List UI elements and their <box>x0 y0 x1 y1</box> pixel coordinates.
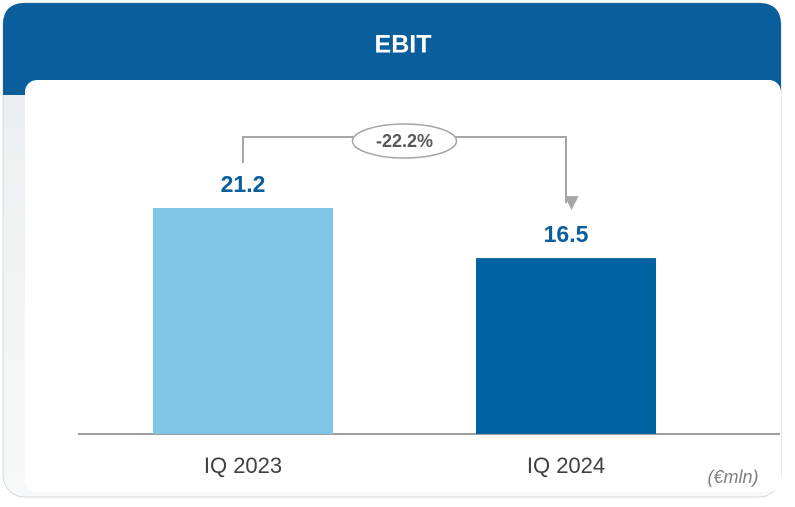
x-tick-label: IQ 2023 <box>204 453 282 478</box>
change-badge <box>351 123 458 159</box>
x-tick-label: IQ 2024 <box>527 453 605 478</box>
bar <box>476 258 656 434</box>
header <box>3 3 781 95</box>
bar <box>153 208 333 434</box>
value-label: 16.5 <box>544 221 589 247</box>
change-label: -22.2% <box>376 131 433 151</box>
chart-title: EBIT <box>375 31 432 59</box>
value-label: 21.2 <box>221 171 266 197</box>
unit-label: (€mln) <box>707 467 758 487</box>
